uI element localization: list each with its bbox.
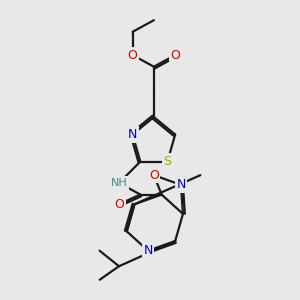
Text: N: N bbox=[176, 178, 186, 191]
Text: O: O bbox=[128, 49, 137, 62]
Text: NH: NH bbox=[111, 178, 128, 188]
Text: N: N bbox=[143, 244, 153, 257]
Text: O: O bbox=[149, 169, 159, 182]
Text: N: N bbox=[128, 128, 137, 141]
Text: O: O bbox=[170, 49, 180, 62]
Text: S: S bbox=[164, 155, 171, 168]
Text: O: O bbox=[114, 198, 124, 211]
